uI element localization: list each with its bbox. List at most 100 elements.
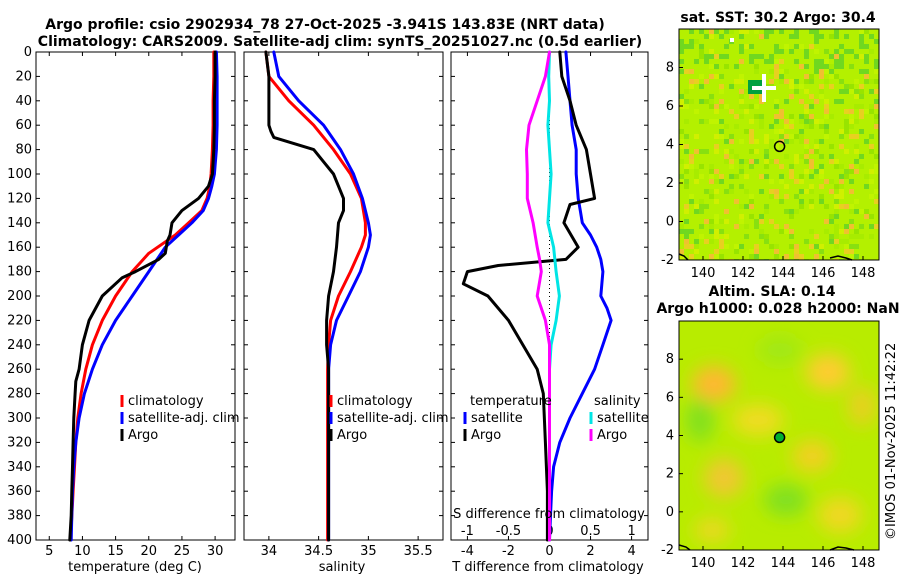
sst-cell <box>764 29 769 34</box>
sst-cell <box>799 84 804 89</box>
sst-cell <box>774 129 779 134</box>
sst-cell <box>754 29 759 34</box>
sst-cell <box>864 184 869 189</box>
sst-cell <box>699 174 704 179</box>
map-y-tick-label: 6 <box>666 99 674 114</box>
sst-cell <box>804 104 809 109</box>
coastline <box>678 544 691 551</box>
sst-cell <box>719 174 724 179</box>
sst-cell <box>869 79 874 84</box>
sst-cell <box>694 109 699 114</box>
sst-cell <box>749 139 754 144</box>
sst-cell <box>854 79 859 84</box>
sst-cell <box>784 184 789 189</box>
sst-cell <box>779 74 784 79</box>
sst-cell <box>854 159 859 164</box>
sst-cell <box>714 64 719 69</box>
sst-cell <box>699 209 704 214</box>
sst-cell <box>854 104 859 109</box>
sst-cell <box>804 114 809 119</box>
sst-cell <box>704 219 709 224</box>
sst-cell <box>849 234 854 239</box>
sst-cell <box>739 204 744 209</box>
salinity-panel <box>243 51 444 541</box>
map-y-tick-label: 2 <box>666 467 674 482</box>
sst-cell <box>759 114 764 119</box>
map-y-tick-label: 0 <box>666 505 674 520</box>
sst-cell <box>694 134 699 139</box>
title-line-1: Argo profile: csio 2902934_78 27-Oct-202… <box>45 17 604 33</box>
sst-cell <box>844 84 849 89</box>
salinity-axis-label: salinity <box>319 560 366 575</box>
sst-cell <box>814 254 819 259</box>
sst-cell <box>749 199 754 204</box>
sst-cell <box>859 29 864 34</box>
sst-cell <box>804 64 809 69</box>
sst-cell <box>774 159 779 164</box>
sst-cell <box>694 149 699 154</box>
sst-map-title: sat. SST: 30.2 Argo: 30.4 <box>680 10 876 26</box>
sst-cell <box>844 239 849 244</box>
sst-missing-cross-v <box>762 74 766 102</box>
sst-cell <box>819 249 824 254</box>
sst-cell <box>859 94 864 99</box>
sst-cell <box>824 124 829 129</box>
sst-cell <box>859 209 864 214</box>
sst-cell <box>749 149 754 154</box>
sst-cell <box>774 49 779 54</box>
sst-cell <box>859 114 864 119</box>
sst-cell <box>854 254 859 259</box>
sst-cell <box>774 44 779 49</box>
sst-cell <box>869 134 874 139</box>
sst-cell <box>829 84 834 89</box>
y-tick-label: 320 <box>7 435 32 450</box>
sst-cell <box>784 224 789 229</box>
sst-cell <box>749 119 754 124</box>
sst-cell <box>749 254 754 259</box>
sst-cell <box>769 179 774 184</box>
sst-cell <box>839 194 844 199</box>
sst-cell <box>694 239 699 244</box>
sst-ticks: 140 142 144 146 148 -2 0 2 4 6 8 <box>661 61 875 282</box>
sst-cell <box>854 199 859 204</box>
sst-cell <box>874 89 879 94</box>
x-tick-label: 15 <box>107 544 124 559</box>
sst-cell <box>824 99 829 104</box>
sst-cell <box>809 189 814 194</box>
sst-cell <box>834 29 839 34</box>
sla-blob <box>686 398 714 442</box>
sst-cell <box>699 234 704 239</box>
y-tick-label: 340 <box>7 460 32 475</box>
sst-cell <box>794 29 799 34</box>
sst-cell <box>769 54 774 59</box>
sst-cell <box>754 249 759 254</box>
map-y-tick-label: 8 <box>666 352 674 367</box>
sst-cell <box>719 104 724 109</box>
sst-cell <box>849 224 854 229</box>
sst-cell <box>694 209 699 214</box>
sst-cell <box>684 169 689 174</box>
sst-cell <box>869 144 874 149</box>
sst-cell <box>839 59 844 64</box>
x-tick-label: 10 <box>74 544 91 559</box>
sst-cell <box>774 254 779 259</box>
sst-cell <box>789 84 794 89</box>
sst-cell <box>709 104 714 109</box>
sst-cell <box>714 149 719 154</box>
sst-cell <box>854 169 859 174</box>
sst-cell <box>749 164 754 169</box>
sst-cell <box>739 94 744 99</box>
map-y-tick-label: 4 <box>666 138 674 153</box>
sst-cell <box>764 159 769 164</box>
sst-cell <box>729 174 734 179</box>
sst-cell <box>859 104 864 109</box>
sst-cell <box>849 219 854 224</box>
sst-cell <box>729 164 734 169</box>
sst-cell <box>679 49 684 54</box>
sst-cell <box>774 224 779 229</box>
sst-cell <box>844 34 849 39</box>
sst-cell <box>789 134 794 139</box>
sst-cell <box>754 69 759 74</box>
sst-cell <box>869 169 874 174</box>
sst-cell <box>754 94 759 99</box>
